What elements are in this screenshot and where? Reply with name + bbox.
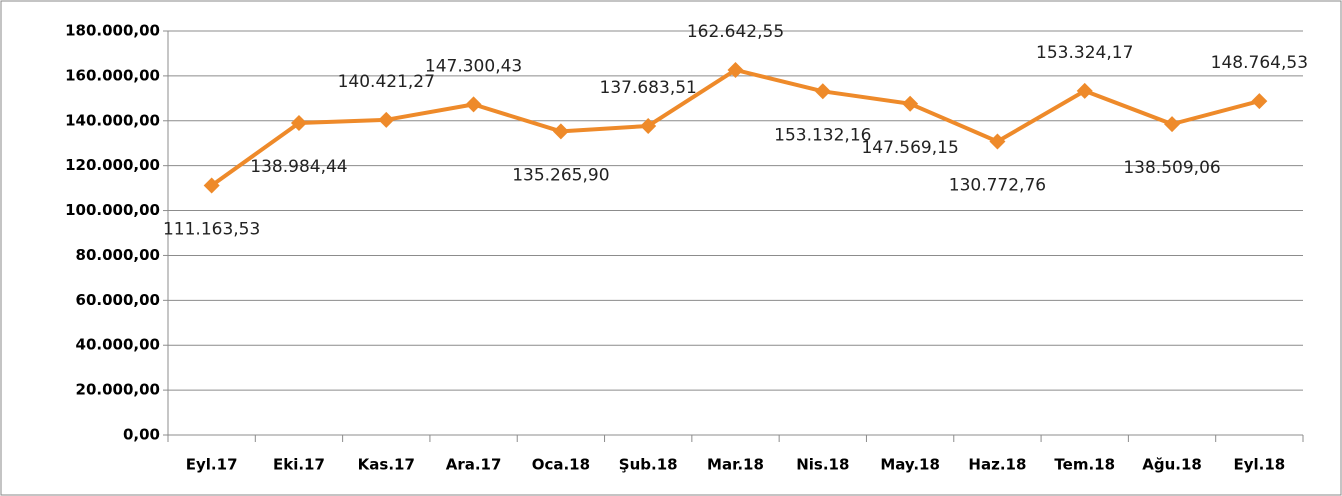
y-tick-label: 40.000,00: [76, 336, 160, 354]
data-label: 162.642,55: [687, 22, 784, 42]
point-marker: [378, 111, 395, 128]
x-tick-label: Haz.18: [968, 456, 1026, 474]
x-tick-label: Oca.18: [532, 456, 590, 474]
data-label: 148.764,53: [1211, 53, 1308, 73]
point-marker: [290, 115, 307, 132]
data-label: 130.772,76: [949, 175, 1046, 195]
data-label: 138.509,06: [1123, 158, 1220, 178]
y-tick-label: 140.000,00: [65, 111, 160, 129]
y-tick-label: 120.000,00: [65, 156, 160, 174]
y-tick-label: 60.000,00: [76, 291, 160, 309]
point-marker: [989, 133, 1006, 150]
y-tick-label: 20.000,00: [76, 381, 160, 399]
point-marker: [1251, 93, 1268, 110]
data-label: 137.683,51: [600, 78, 697, 98]
x-tick-label: Tem.18: [1054, 456, 1115, 474]
data-label: 140.421,27: [338, 72, 435, 92]
data-label: 138.984,44: [250, 157, 347, 177]
x-tick-label: May.18: [880, 456, 940, 474]
y-tick-label: 80.000,00: [76, 246, 160, 264]
x-tick-label: Kas.17: [358, 456, 415, 474]
point-marker: [814, 83, 831, 100]
data-label: 111.163,53: [163, 219, 260, 239]
x-tick-label: Eyl.17: [186, 456, 238, 474]
point-marker: [902, 95, 919, 112]
x-tick-label: Eki.17: [273, 456, 325, 474]
data-label: 153.324,17: [1036, 43, 1133, 63]
x-tick-label: Ağu.18: [1142, 456, 1202, 474]
x-tick-label: Nis.18: [796, 456, 849, 474]
y-tick-label: 100.000,00: [65, 201, 160, 219]
y-tick-label: 0,00: [123, 426, 160, 444]
data-label: 147.300,43: [425, 56, 522, 76]
point-marker: [1164, 116, 1181, 133]
point-marker: [1076, 82, 1093, 99]
point-marker: [552, 123, 569, 140]
point-marker: [640, 117, 657, 134]
x-tick-label: Eyl.18: [1233, 456, 1285, 474]
x-tick-label: Ara.17: [446, 456, 502, 474]
point-marker: [727, 61, 744, 78]
x-tick-label: Mar.18: [707, 456, 764, 474]
point-marker: [203, 177, 220, 194]
data-label: 147.569,15: [861, 138, 958, 158]
y-tick-label: 160.000,00: [65, 66, 160, 84]
point-marker: [465, 96, 482, 113]
x-tick-label: Şub.18: [619, 456, 678, 474]
data-label: 153.132,16: [774, 125, 871, 145]
data-label: 135.265,90: [512, 165, 609, 185]
y-tick-label: 180.000,00: [65, 22, 160, 40]
